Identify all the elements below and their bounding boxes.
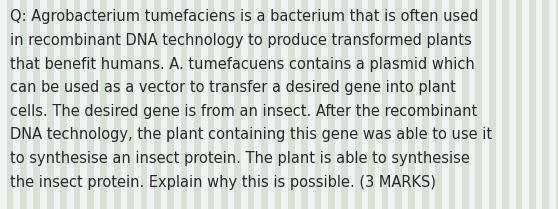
Bar	[509, 0, 516, 209]
Bar	[234, 0, 241, 209]
Bar	[194, 0, 201, 209]
Bar	[462, 0, 469, 209]
Bar	[395, 0, 402, 209]
Bar	[422, 0, 429, 209]
Bar	[556, 0, 558, 209]
Bar	[208, 0, 214, 209]
Bar	[187, 0, 194, 209]
Bar	[154, 0, 161, 209]
Bar	[20, 0, 27, 209]
Bar	[335, 0, 341, 209]
Bar	[275, 0, 281, 209]
Bar	[328, 0, 335, 209]
Bar	[542, 0, 549, 209]
Bar	[228, 0, 234, 209]
Bar	[362, 0, 368, 209]
Text: to synthesise an insect protein. The plant is able to synthesise: to synthesise an insect protein. The pla…	[10, 151, 470, 166]
Bar	[7, 0, 13, 209]
Bar	[308, 0, 315, 209]
Bar	[348, 0, 355, 209]
Bar	[201, 0, 208, 209]
Bar	[241, 0, 248, 209]
Bar	[167, 0, 174, 209]
Bar	[67, 0, 74, 209]
Bar	[536, 0, 542, 209]
Bar	[147, 0, 154, 209]
Bar	[181, 0, 187, 209]
Bar	[442, 0, 449, 209]
Bar	[482, 0, 489, 209]
Bar	[141, 0, 147, 209]
Bar	[121, 0, 127, 209]
Bar	[80, 0, 87, 209]
Bar	[368, 0, 375, 209]
Bar	[107, 0, 114, 209]
Bar	[475, 0, 482, 209]
Bar	[301, 0, 308, 209]
Bar	[74, 0, 80, 209]
Bar	[174, 0, 181, 209]
Bar	[449, 0, 455, 209]
Bar	[529, 0, 536, 209]
Bar	[261, 0, 268, 209]
Bar	[214, 0, 221, 209]
Bar	[13, 0, 20, 209]
Bar	[288, 0, 295, 209]
Bar	[0, 0, 7, 209]
Text: that benefit humans. A. tumefacuens contains a plasmid which: that benefit humans. A. tumefacuens cont…	[10, 57, 475, 72]
Bar	[248, 0, 254, 209]
Bar	[522, 0, 529, 209]
Bar	[94, 0, 100, 209]
Bar	[402, 0, 408, 209]
Bar	[341, 0, 348, 209]
Bar	[134, 0, 141, 209]
Text: DNA technology, the plant containing this gene was able to use it: DNA technology, the plant containing thi…	[10, 127, 492, 143]
Bar	[54, 0, 60, 209]
Bar	[221, 0, 228, 209]
Bar	[489, 0, 496, 209]
Bar	[549, 0, 556, 209]
Bar	[40, 0, 47, 209]
Bar	[295, 0, 301, 209]
Bar	[415, 0, 422, 209]
Bar	[496, 0, 502, 209]
Bar	[355, 0, 362, 209]
Bar	[60, 0, 67, 209]
Bar	[268, 0, 275, 209]
Bar	[127, 0, 134, 209]
Text: cells. The desired gene is from an insect. After the recombinant: cells. The desired gene is from an insec…	[10, 104, 477, 119]
Bar	[375, 0, 382, 209]
Bar	[408, 0, 415, 209]
Bar	[388, 0, 395, 209]
Bar	[87, 0, 94, 209]
Bar	[321, 0, 328, 209]
Bar	[27, 0, 33, 209]
Bar	[435, 0, 442, 209]
Bar	[502, 0, 509, 209]
Bar	[254, 0, 261, 209]
Bar	[516, 0, 522, 209]
Bar	[281, 0, 288, 209]
Text: the insect protein. Explain why this is possible. (3 MARKS): the insect protein. Explain why this is …	[10, 175, 436, 190]
Bar	[161, 0, 167, 209]
Text: Q: Agrobacterium tumefaciens is a bacterium that is often used: Q: Agrobacterium tumefaciens is a bacter…	[10, 9, 479, 24]
Text: in recombinant DNA technology to produce transformed plants: in recombinant DNA technology to produce…	[10, 33, 472, 48]
Bar	[382, 0, 388, 209]
Bar	[469, 0, 475, 209]
Bar	[455, 0, 462, 209]
Bar	[429, 0, 435, 209]
Bar	[100, 0, 107, 209]
Bar	[33, 0, 40, 209]
Text: can be used as a vector to transfer a desired gene into plant: can be used as a vector to transfer a de…	[10, 80, 456, 95]
Bar	[315, 0, 321, 209]
Bar	[47, 0, 54, 209]
Bar	[114, 0, 121, 209]
